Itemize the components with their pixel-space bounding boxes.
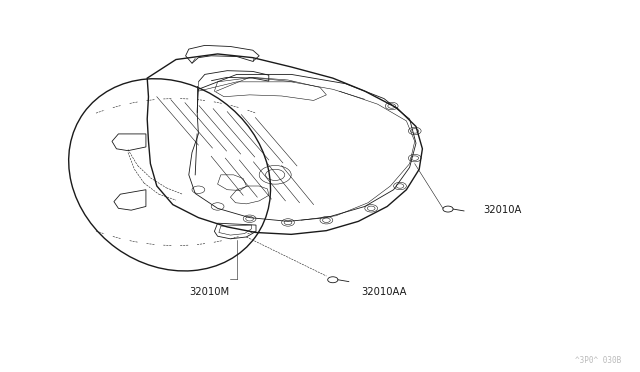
Text: 32010A: 32010A <box>483 205 522 215</box>
Text: 32010AA: 32010AA <box>362 287 407 297</box>
Text: ^3P0^ 030B: ^3P0^ 030B <box>575 356 621 365</box>
Text: 32010M: 32010M <box>189 287 229 297</box>
